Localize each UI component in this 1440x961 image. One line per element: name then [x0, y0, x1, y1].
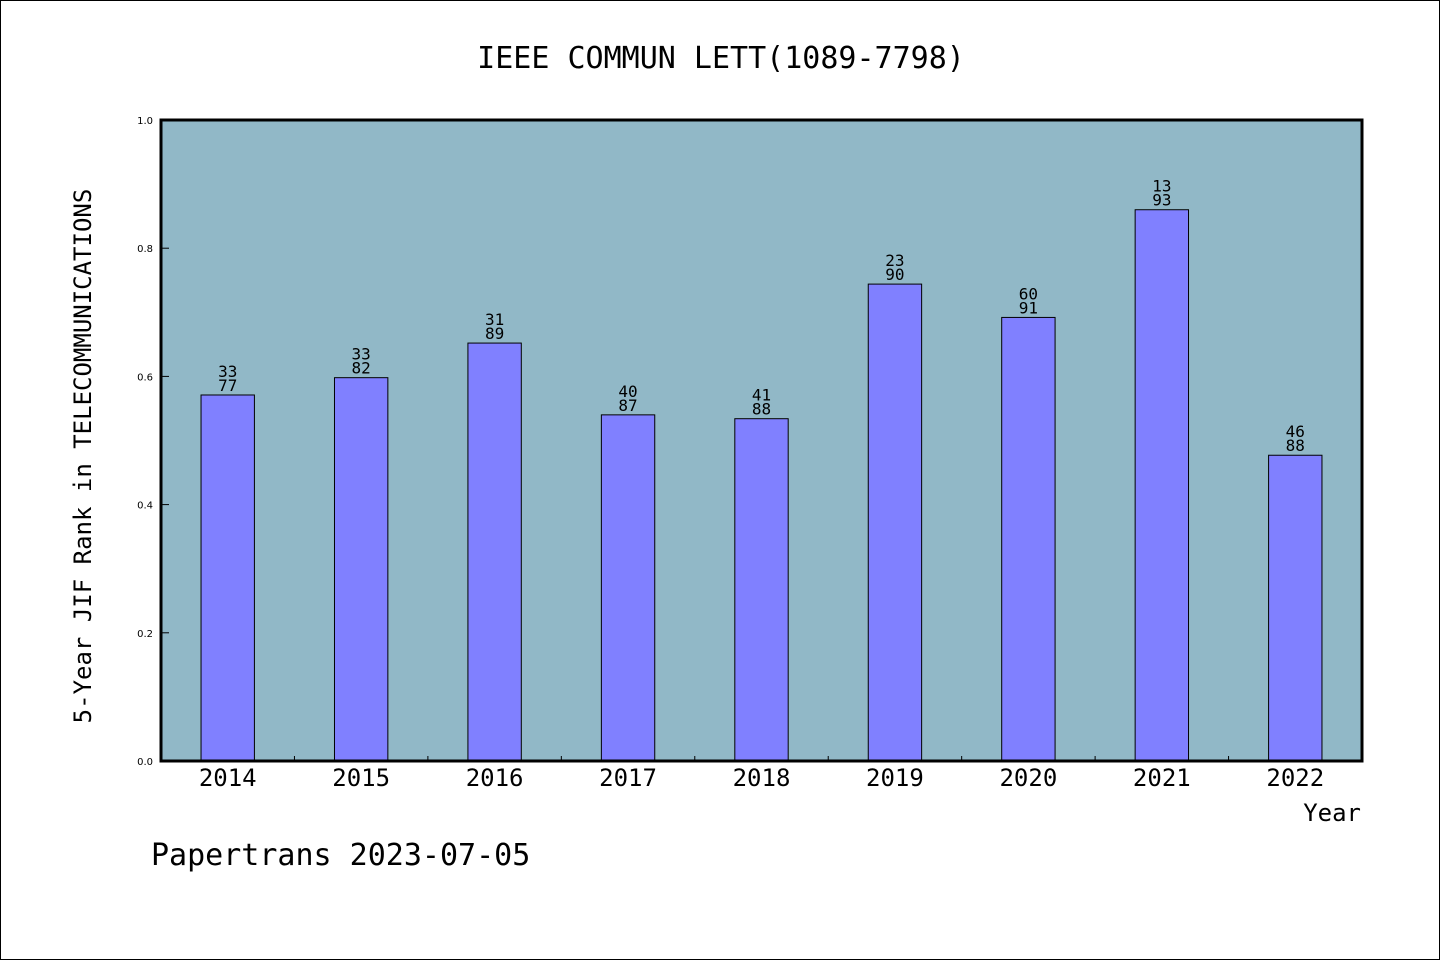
x-tick-label-2022: 2022 — [1266, 764, 1324, 792]
bar-2017 — [600, 414, 656, 762]
bar-label-rank-2021: 13 — [1152, 177, 1171, 196]
bar-2020 — [1001, 316, 1056, 762]
x-axis-label: Year — [1303, 799, 1361, 827]
y-tick-label: 0.0 — [137, 757, 153, 768]
bar-label-total-2019: 90 — [885, 265, 904, 284]
y-tick-label: 0.8 — [137, 244, 153, 255]
bar-2019 — [867, 283, 923, 762]
bar-label-rank-2015: 33 — [352, 345, 371, 364]
y-axis-label: 5-Year JIF Rank in TELECOMMUNICATIONS — [69, 189, 97, 724]
bar-label-rank-2020: 60 — [1019, 284, 1038, 303]
bar-2014 — [200, 394, 255, 762]
bar-label-total-2017: 87 — [618, 396, 637, 415]
bar-2021 — [1134, 209, 1190, 762]
bar-label-rank-2017: 40 — [618, 382, 637, 401]
plot-frame — [159, 118, 1364, 763]
x-tick-label-2021: 2021 — [1133, 764, 1191, 792]
x-tick-label-2015: 2015 — [332, 764, 390, 792]
y-tick-label: 1.0 — [137, 116, 153, 127]
chart-title: IEEE COMMUN LETT(1089-7798) — [477, 41, 965, 76]
bar-label-rank-2016: 31 — [485, 310, 504, 329]
bar-label-total-2015: 82 — [352, 359, 371, 378]
bar-label-total-2020: 91 — [1019, 298, 1038, 317]
bar-label-total-2021: 93 — [1152, 191, 1171, 210]
bar-2018 — [734, 418, 789, 762]
footer-date-stamp: Papertrans 2023-07-05 — [151, 838, 530, 873]
bar-label-total-2016: 89 — [485, 324, 504, 343]
y-tick-label: 0.4 — [137, 501, 153, 512]
bar-label-rank-2019: 23 — [885, 251, 904, 270]
bar-label-rank-2014: 33 — [218, 362, 237, 381]
x-axis-ticks: 2014 2015 2016 2017 2018 2019 2020 2021 2022 — [199, 756, 1324, 792]
bars-group — [200, 209, 1323, 762]
y-tick-label: 0.6 — [137, 372, 153, 383]
bar-label-rank-2018: 41 — [752, 386, 771, 405]
x-tick-label-2014: 2014 — [199, 764, 257, 792]
bar-label-total-2018: 88 — [752, 400, 771, 419]
bar-2016 — [467, 342, 522, 762]
bar-2015 — [333, 377, 389, 762]
y-tick-label: 0.2 — [137, 629, 153, 640]
x-tick-label-2017: 2017 — [599, 764, 657, 792]
x-tick-label-2016: 2016 — [466, 764, 524, 792]
bar-label-total-2022: 88 — [1286, 436, 1305, 455]
bar-label-rank-2022: 46 — [1286, 422, 1305, 441]
x-tick-label-2020: 2020 — [999, 764, 1057, 792]
bar-label-total-2014: 77 — [218, 376, 237, 395]
bar-2022 — [1268, 454, 1323, 762]
x-tick-label-2018: 2018 — [733, 764, 791, 792]
x-tick-label-2019: 2019 — [866, 764, 924, 792]
